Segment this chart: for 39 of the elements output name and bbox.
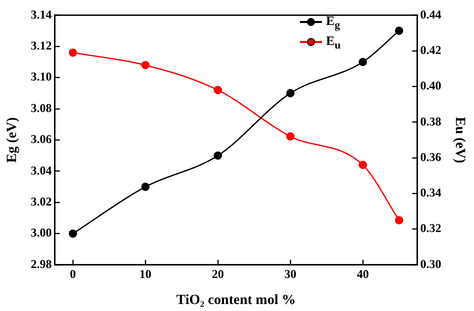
point	[141, 182, 150, 191]
point	[214, 151, 222, 160]
y2-tick-label: 0.44	[420, 7, 442, 22]
y-tick-label: 3.08	[30, 100, 52, 115]
point	[358, 58, 367, 66]
point	[286, 132, 295, 141]
point	[214, 86, 222, 94]
legend-label: E$_{u}$	[326, 32, 341, 52]
y2-tick-label: 0.40	[420, 78, 442, 93]
y2-tick-label: 0.38	[420, 114, 442, 128]
y-tick-label: 3.06	[30, 132, 52, 146]
y-tick-label: 2.98	[30, 256, 52, 271]
x-axis-title: TiO₂ content mol %	[176, 293, 296, 308]
y2-tick-label: 0.32	[420, 221, 442, 236]
point	[286, 89, 295, 98]
y-tick-label: 3.00	[30, 226, 52, 240]
y-tick-label: 3.12	[30, 38, 52, 52]
legend-label: E$_{g}$	[326, 12, 340, 32]
x-tick-label: 10	[139, 267, 152, 282]
y-tick-label: 3.10	[30, 70, 52, 84]
x-tick-label: 0	[70, 267, 76, 282]
y-tick-label: 3.02	[30, 194, 52, 208]
point	[68, 48, 78, 57]
y2-tick-label: 0.34	[420, 186, 442, 200]
point	[394, 216, 404, 224]
y-axis-title: Eg (eV)	[5, 116, 20, 163]
y2-tick-label: 0.30	[420, 256, 442, 271]
point	[68, 229, 78, 238]
point	[141, 60, 150, 70]
y2-tick-label: 0.42	[420, 42, 442, 57]
y-tick-label: 3.14	[30, 7, 52, 22]
y2-axis-title: Eu (eV)	[452, 116, 467, 164]
x-tick-label: 40	[356, 267, 369, 282]
y2-tick-label: 0.36	[420, 150, 442, 164]
point	[358, 160, 367, 170]
x-tick-label: 20	[212, 267, 224, 282]
x-tick-label: 30	[284, 267, 296, 282]
point	[394, 26, 404, 35]
y-tick-label: 3.04	[30, 163, 52, 178]
